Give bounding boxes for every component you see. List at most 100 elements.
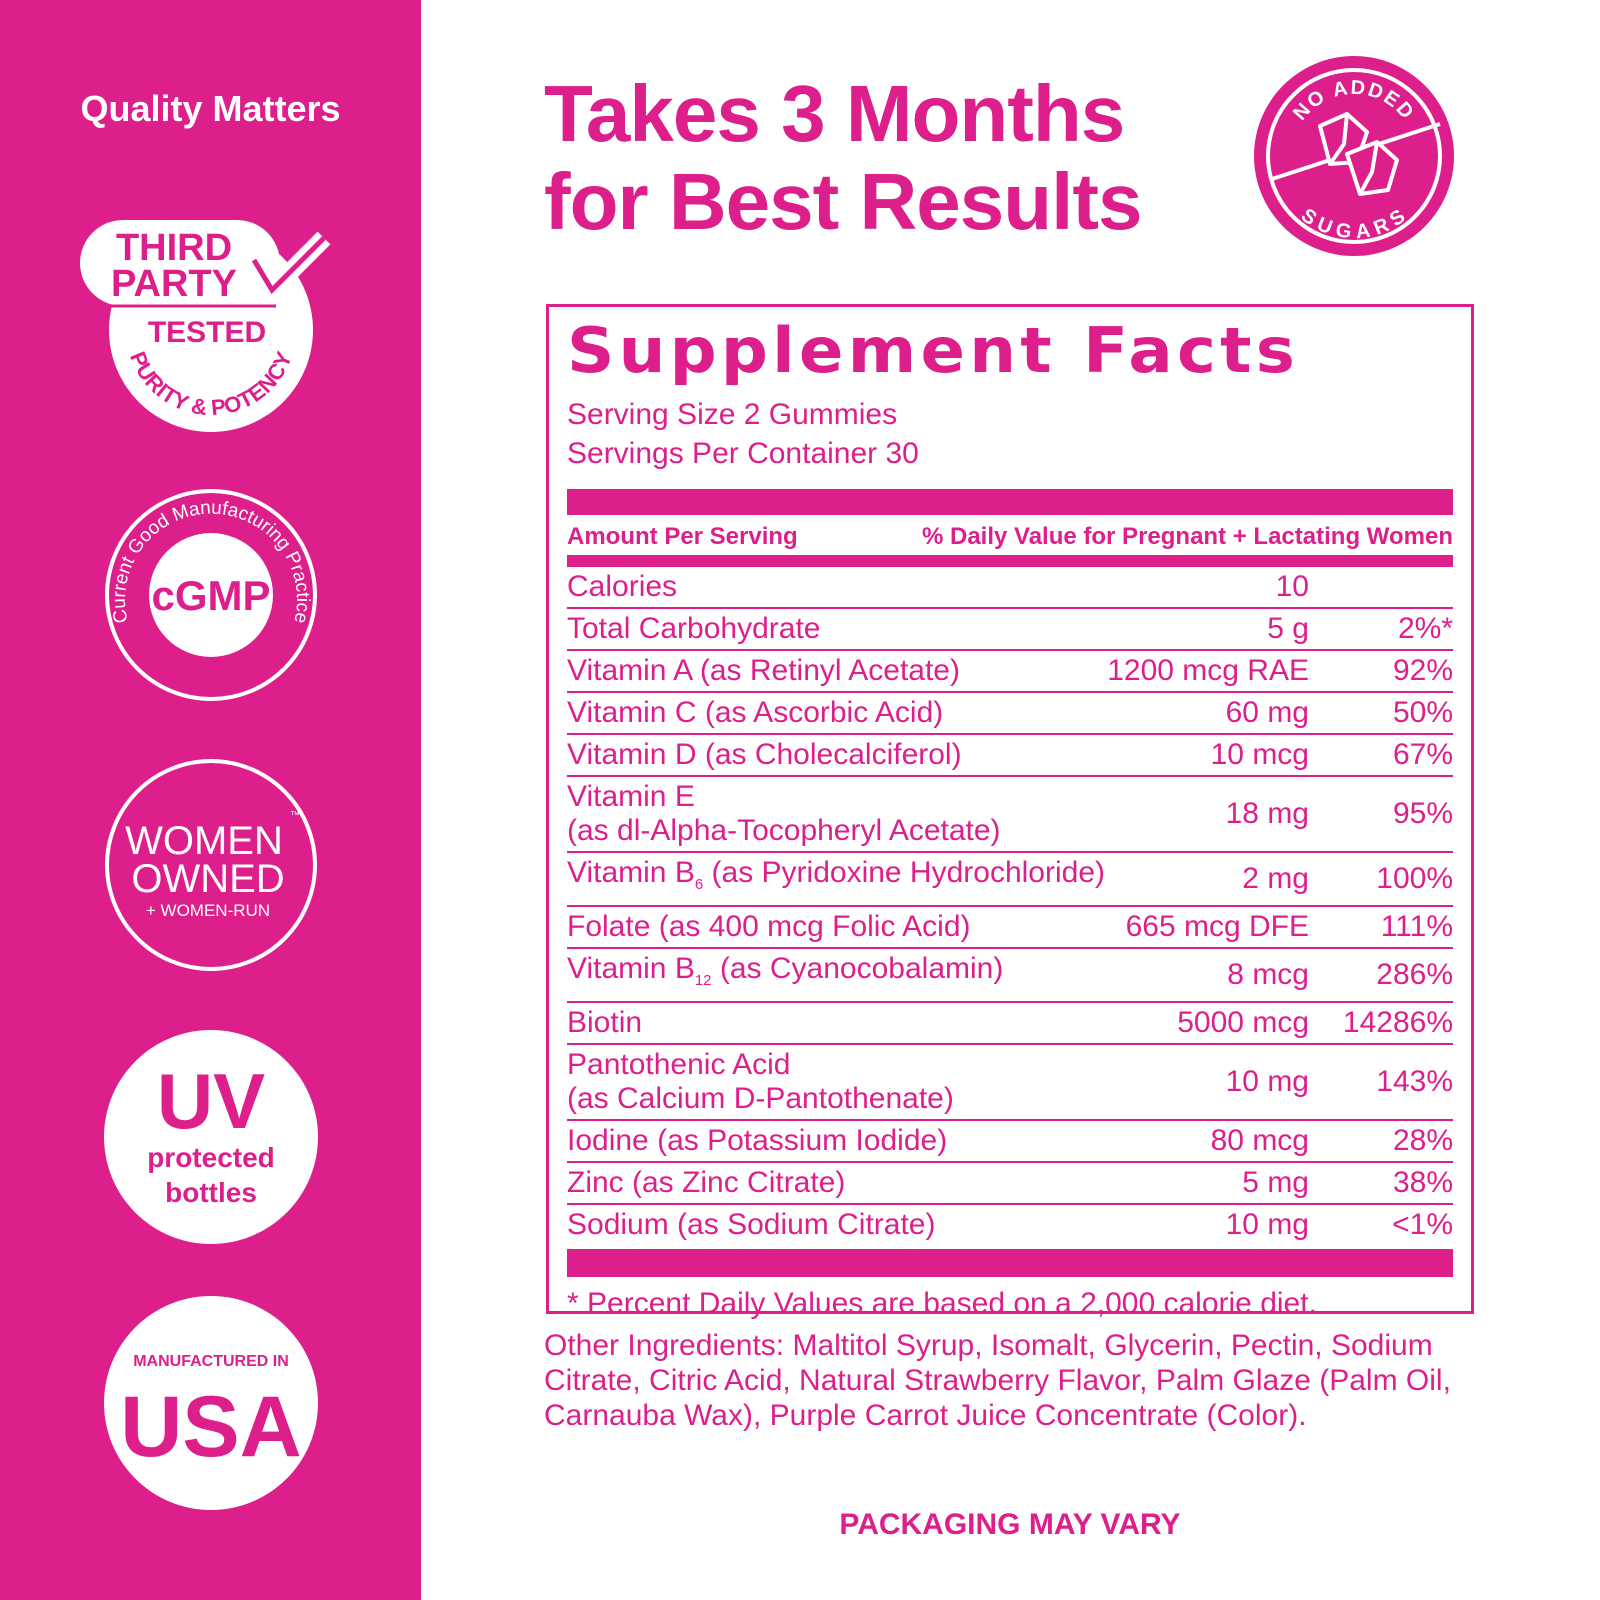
nutrient-name: Folate (as 400 mcg Folic Acid) xyxy=(567,910,1110,944)
amount: 5 g xyxy=(1267,612,1309,645)
daily-value: 143% xyxy=(1376,1065,1453,1098)
name-text: Sodium (as Sodium Citrate) xyxy=(567,1208,936,1241)
nutrient-name: Iodine (as Potassium Iodide) xyxy=(567,1124,1195,1158)
sidebar-title: Quality Matters xyxy=(80,88,341,129)
serving-size: Serving Size 2 Gummies xyxy=(567,398,898,431)
amount: 80 mcg xyxy=(1210,1124,1309,1157)
amount: 10 mcg xyxy=(1210,738,1309,771)
name-text: Vitamin A (as Retinyl Acetate) xyxy=(567,654,960,687)
sidebar: Quality Matters THIRD PARTY TESTED PURIT… xyxy=(0,0,421,1600)
facts-row: Vitamin C (as Ascorbic Acid) 60 mg 50% xyxy=(567,693,1453,735)
badge-text: protected xyxy=(147,1142,275,1173)
amount: 5000 mcg xyxy=(1177,1006,1309,1039)
badge-text: UV xyxy=(157,1057,265,1145)
daily-value: 100% xyxy=(1376,862,1453,895)
badge-text: WOMEN xyxy=(125,819,283,863)
badge-text: MANUFACTURED IN xyxy=(133,1353,289,1370)
daily-value: 95% xyxy=(1392,797,1453,830)
facts-row: Calories 10 xyxy=(567,567,1453,609)
facts-row: Vitamin B6 (as Pyridoxine Hydrochloride)… xyxy=(567,853,1453,907)
facts-row: Biotin 5000 mcg 14286% xyxy=(567,1003,1453,1045)
divider xyxy=(567,1249,1453,1277)
cgmp-badge: cGMP Current Good Manufacturing Practice xyxy=(104,488,318,702)
daily-value: 67% xyxy=(1392,738,1453,771)
facts-row: Vitamin E (as dl-Alpha-Tocopheryl Acetate… xyxy=(567,777,1453,853)
nutrient-name: Vitamin D (as Cholecalciferol) xyxy=(567,738,1195,772)
name-text: (as Pyridoxine Hydrochloride) xyxy=(703,856,1106,889)
header-amount: Amount Per Serving xyxy=(567,523,798,550)
amount: 18 mg xyxy=(1225,797,1309,830)
facts-row: Iodine (as Potassium Iodide) 80 mcg 28% xyxy=(567,1121,1453,1163)
name-text: (as Calcium D-Pantothenate) xyxy=(567,1082,954,1115)
amount: 665 mcg DFE xyxy=(1125,910,1309,943)
amount: 1200 mcg RAE xyxy=(1107,654,1309,687)
facts-header: Amount Per Serving % Daily Value for Pre… xyxy=(567,515,1453,555)
name-text: Folate (as 400 mcg Folic Acid) xyxy=(567,910,971,943)
amount: 5 mg xyxy=(1242,1166,1309,1199)
badge-text: OWNED xyxy=(131,857,284,901)
amount: 10 mg xyxy=(1225,1065,1309,1098)
serving-info: Serving Size 2 Gummies Servings Per Cont… xyxy=(567,395,1453,473)
amount: 60 mg xyxy=(1225,696,1309,729)
name-text: Calories xyxy=(567,570,678,603)
badge-text: PARTY xyxy=(111,263,237,305)
amount: 2 mg xyxy=(1242,862,1309,895)
name-text: Vitamin D (as Cholecalciferol) xyxy=(567,738,962,771)
name-text: Vitamin E xyxy=(567,780,695,813)
facts-title: Supplement Facts xyxy=(567,314,1300,387)
amount: 10 xyxy=(1275,570,1309,603)
nutrient-name: Pantothenic Acid (as Calcium D-Pantothena… xyxy=(567,1048,1210,1116)
daily-value: 2%* xyxy=(1397,612,1453,645)
name-text: Pantothenic Acid xyxy=(567,1048,791,1081)
other-ingredients: Other Ingredients: Maltitol Syrup, Isoma… xyxy=(544,1329,1451,1432)
daily-value: 50% xyxy=(1392,696,1453,729)
subscript: 6 xyxy=(694,876,704,893)
footnote: * Percent Daily Values are based on a 2,… xyxy=(567,1287,1317,1320)
uv-protected-badge: UV protected bottles xyxy=(104,1030,318,1244)
daily-value: <1% xyxy=(1392,1208,1453,1241)
daily-value: 38% xyxy=(1392,1166,1453,1199)
daily-value: 92% xyxy=(1392,654,1453,687)
name-text: Vitamin B xyxy=(567,952,695,985)
divider xyxy=(567,489,1453,515)
badge-text: + WOMEN-RUN xyxy=(146,901,270,920)
name-text: (as dl-Alpha-Tocopheryl Acetate) xyxy=(567,814,1001,847)
name-text: Total Carbohydrate xyxy=(567,612,821,645)
supplement-facts-panel: Supplement Facts Serving Size 2 Gummies … xyxy=(546,304,1474,1320)
headline-line: Takes 3 Months xyxy=(544,69,1125,158)
third-party-tested-badge: THIRD PARTY TESTED PURITY & POTENCY xyxy=(80,220,331,434)
facts-row: Pantothenic Acid (as Calcium D-Pantothena… xyxy=(567,1045,1453,1121)
headline-line: for Best Results xyxy=(544,157,1142,246)
nutrient-name: Vitamin A (as Retinyl Acetate) xyxy=(567,654,1091,688)
nutrient-name: Vitamin E (as dl-Alpha-Tocopheryl Acetate… xyxy=(567,780,1210,848)
facts-row: Vitamin B12 (as Cyanocobalamin) 8 mcg 286% xyxy=(567,949,1453,1003)
facts-rows: Calories 10 Total Carbohydrate 5 g 2%* Vitami… xyxy=(567,567,1453,1245)
facts-row: Total Carbohydrate 5 g 2%* xyxy=(567,609,1453,651)
facts-row: Vitamin D (as Cholecalciferol) 10 mcg 67% xyxy=(567,735,1453,777)
women-owned-badge: WOMEN ™ OWNED + WOMEN-RUN xyxy=(104,758,318,972)
name-text: Zinc (as Zinc Citrate) xyxy=(567,1166,846,1199)
badge-text: USA xyxy=(120,1379,302,1475)
name-text: Vitamin C (as Ascorbic Acid) xyxy=(567,696,944,729)
sugar-cubes-icon xyxy=(1318,112,1399,196)
servings-per-container: Servings Per Container 30 xyxy=(567,437,919,470)
daily-value: 14286% xyxy=(1342,1006,1453,1039)
name-text: Vitamin B xyxy=(567,856,695,889)
facts-row: Folate (as 400 mcg Folic Acid) 665 mcg DF… xyxy=(567,907,1453,949)
headline: Takes 3 Months for Best Results xyxy=(544,69,1142,246)
amount: 10 mg xyxy=(1225,1208,1309,1241)
facts-row: Zinc (as Zinc Citrate) 5 mg 38% xyxy=(567,1163,1453,1205)
trademark: ™ xyxy=(290,810,300,821)
facts-row: Vitamin A (as Retinyl Acetate) 1200 mcg R… xyxy=(567,651,1453,693)
facts-row: Sodium (as Sodium Citrate) 10 mg <1% xyxy=(567,1205,1453,1245)
packaging-note: PACKAGING MAY VARY xyxy=(839,1508,1181,1541)
daily-value: 28% xyxy=(1392,1124,1453,1157)
name-text: Biotin xyxy=(567,1006,643,1039)
nutrient-name: Vitamin C (as Ascorbic Acid) xyxy=(567,696,1210,730)
daily-value: 111% xyxy=(1380,910,1453,943)
nutrient-name: Zinc (as Zinc Citrate) xyxy=(567,1166,1226,1200)
badge-text: cGMP xyxy=(151,572,270,619)
divider xyxy=(567,555,1453,567)
nutrient-name: Vitamin B6 (as Pyridoxine Hydrochloride) xyxy=(567,856,1226,902)
nutrient-name: Sodium (as Sodium Citrate) xyxy=(567,1208,1210,1242)
